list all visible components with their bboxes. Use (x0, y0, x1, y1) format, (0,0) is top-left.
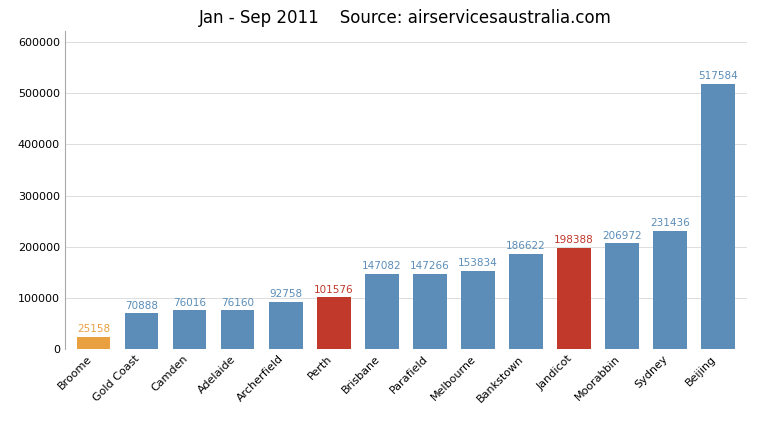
Text: 153834: 153834 (458, 258, 498, 268)
Bar (509, 254, 543, 349)
Text: 147082: 147082 (362, 262, 402, 271)
Text: 70888: 70888 (125, 301, 158, 310)
Text: 186622: 186622 (506, 241, 546, 251)
Bar (317, 297, 351, 349)
Text: 76016: 76016 (173, 298, 207, 308)
Bar (653, 231, 687, 349)
Bar (365, 274, 399, 349)
Bar (77, 336, 110, 349)
Text: 517584: 517584 (698, 71, 738, 82)
Text: 101576: 101576 (314, 285, 354, 295)
Bar (557, 248, 591, 349)
Bar (461, 271, 495, 349)
Title: Jan - Sep 2011    Source: airservicesaustralia.com: Jan - Sep 2011 Source: airservicesaustra… (200, 9, 612, 27)
Text: 231436: 231436 (650, 218, 690, 228)
Text: 198388: 198388 (554, 235, 594, 245)
Bar (125, 313, 158, 349)
Bar (605, 243, 639, 349)
Bar (173, 310, 207, 349)
Text: 206972: 206972 (602, 231, 642, 241)
Bar (413, 274, 447, 349)
Text: 147266: 147266 (410, 261, 450, 271)
Text: 76160: 76160 (221, 298, 255, 308)
Bar (221, 310, 255, 349)
Bar (269, 302, 303, 349)
Text: 25158: 25158 (77, 324, 110, 334)
Bar (701, 84, 735, 349)
Text: 92758: 92758 (269, 289, 303, 299)
